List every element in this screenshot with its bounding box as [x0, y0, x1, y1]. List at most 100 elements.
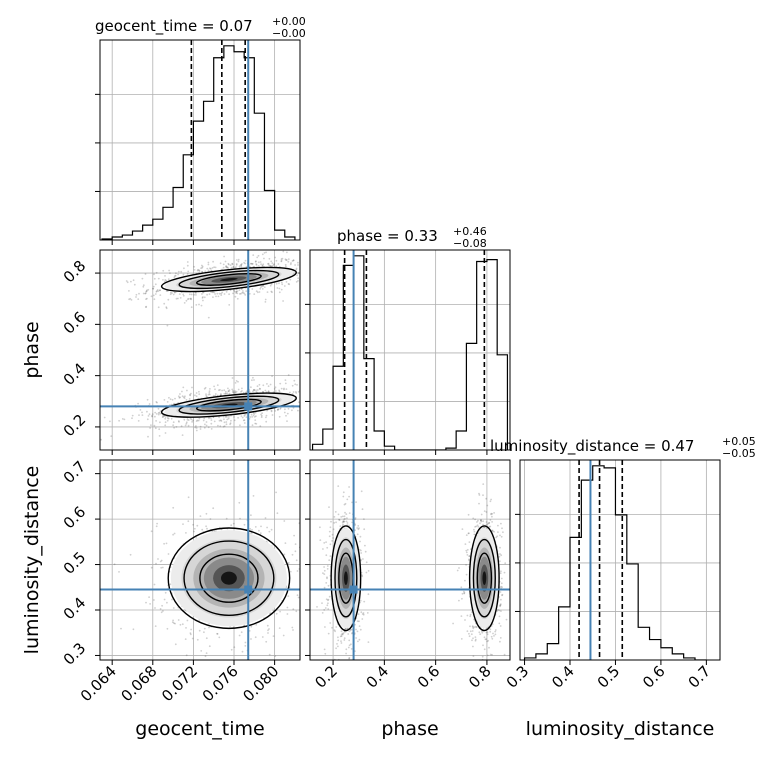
scatter-point	[155, 562, 157, 565]
scatter-point	[220, 394, 222, 396]
scatter-point	[173, 402, 175, 405]
scatter-point	[292, 629, 294, 631]
scatter-point	[158, 411, 161, 414]
scatter-point	[259, 388, 261, 390]
scatter-point	[280, 288, 283, 291]
scatter-point	[187, 520, 190, 523]
scatter-point	[253, 388, 256, 391]
svg-text:luminosity_distance = 0.47: luminosity_distance = 0.47	[490, 437, 694, 456]
scatter-point	[128, 298, 131, 301]
scatter-point	[141, 414, 144, 416]
scatter-point	[198, 629, 201, 632]
scatter-point	[231, 663, 233, 665]
scatter-point	[209, 267, 211, 270]
scatter-point	[229, 423, 232, 426]
scatter-point	[196, 638, 199, 641]
scatter-point	[486, 523, 488, 526]
scatter-point	[295, 392, 298, 394]
scatter-point	[243, 419, 246, 421]
scatter-point	[342, 523, 344, 526]
scatter-point	[482, 523, 484, 526]
scatter-point	[489, 653, 492, 656]
scatter-point	[227, 263, 230, 266]
scatter-point	[363, 518, 365, 520]
scatter-point	[354, 518, 357, 521]
scatter-point	[265, 640, 268, 643]
scatter-point	[224, 260, 227, 263]
x-tick-label: 0.2	[311, 662, 341, 692]
scatter-point	[354, 523, 356, 526]
scatter-point	[175, 272, 177, 275]
scatter-point	[169, 398, 172, 401]
scatter-point	[135, 293, 138, 296]
scatter-point	[466, 630, 469, 633]
scatter-point	[249, 528, 252, 530]
scatter-point	[464, 579, 466, 582]
scatter-point	[358, 548, 361, 551]
scatter-point	[205, 525, 208, 528]
scatter-point	[474, 625, 477, 628]
scatter-point	[326, 568, 329, 570]
scatter-point	[202, 299, 204, 302]
scatter-point	[250, 532, 253, 534]
scatter-point	[178, 421, 180, 423]
scatter-point	[286, 412, 289, 415]
scatter-point	[267, 632, 269, 634]
scatter-point	[257, 254, 260, 257]
scatter-point	[269, 265, 272, 267]
scatter-point	[186, 264, 189, 267]
scatter-point	[468, 541, 471, 543]
scatter-point	[248, 292, 251, 295]
scatter-point	[367, 570, 370, 572]
scatter-point	[202, 296, 204, 298]
scatter-point	[272, 264, 275, 266]
scatter-point	[241, 390, 243, 392]
scatter-point	[343, 520, 346, 523]
panel-title-geocent-time: geocent_time = 0.07 +0.00 −0.00	[95, 15, 306, 40]
scatter-point	[295, 267, 298, 270]
scatter-point	[190, 293, 193, 296]
scatter-point	[256, 385, 259, 388]
scatter-point	[286, 251, 288, 254]
scatter-point	[261, 636, 264, 638]
contour-line	[472, 538, 496, 618]
scatter-point	[263, 252, 266, 254]
contour-line	[183, 540, 275, 616]
scatter-point	[261, 288, 264, 290]
scatter-point	[248, 630, 251, 632]
scatter-point	[177, 273, 180, 276]
scatter-point	[287, 258, 290, 260]
scatter-point	[240, 415, 243, 417]
scatter-point	[203, 417, 206, 420]
scatter-point	[252, 414, 255, 417]
scatter-point	[240, 292, 242, 295]
scatter-point	[169, 583, 172, 586]
scatter-point	[212, 296, 214, 298]
scatter-point	[203, 627, 206, 630]
scatter-point	[324, 652, 327, 655]
scatter-point	[340, 516, 343, 518]
scatter-point	[239, 517, 241, 520]
panel-luminosity-distance-vs-luminosity-distance: 0.3 0.4 0.5 0.6 0.7	[503, 459, 721, 692]
scatter-point	[495, 536, 498, 539]
scatter-point	[241, 291, 244, 294]
scatter-point	[486, 640, 488, 643]
scatter-point	[362, 558, 364, 560]
scatter-point	[331, 533, 334, 536]
scatter-point	[357, 525, 360, 527]
y-tick-label: 0.3	[60, 639, 90, 669]
scatter-point	[357, 528, 360, 531]
scatter-point	[500, 585, 502, 588]
scatter-point	[289, 391, 291, 394]
x-tick-label: 0.4	[548, 662, 578, 692]
scatter-point	[222, 266, 225, 269]
scatter-point	[234, 295, 237, 298]
contour-line	[199, 553, 259, 603]
scatter-point	[489, 665, 491, 667]
scatter-point	[179, 396, 182, 399]
scatter-point	[228, 392, 231, 395]
scatter-point	[472, 637, 474, 640]
scatter-point	[228, 293, 231, 296]
scatter-point	[367, 593, 370, 596]
scatter-point	[224, 393, 227, 395]
